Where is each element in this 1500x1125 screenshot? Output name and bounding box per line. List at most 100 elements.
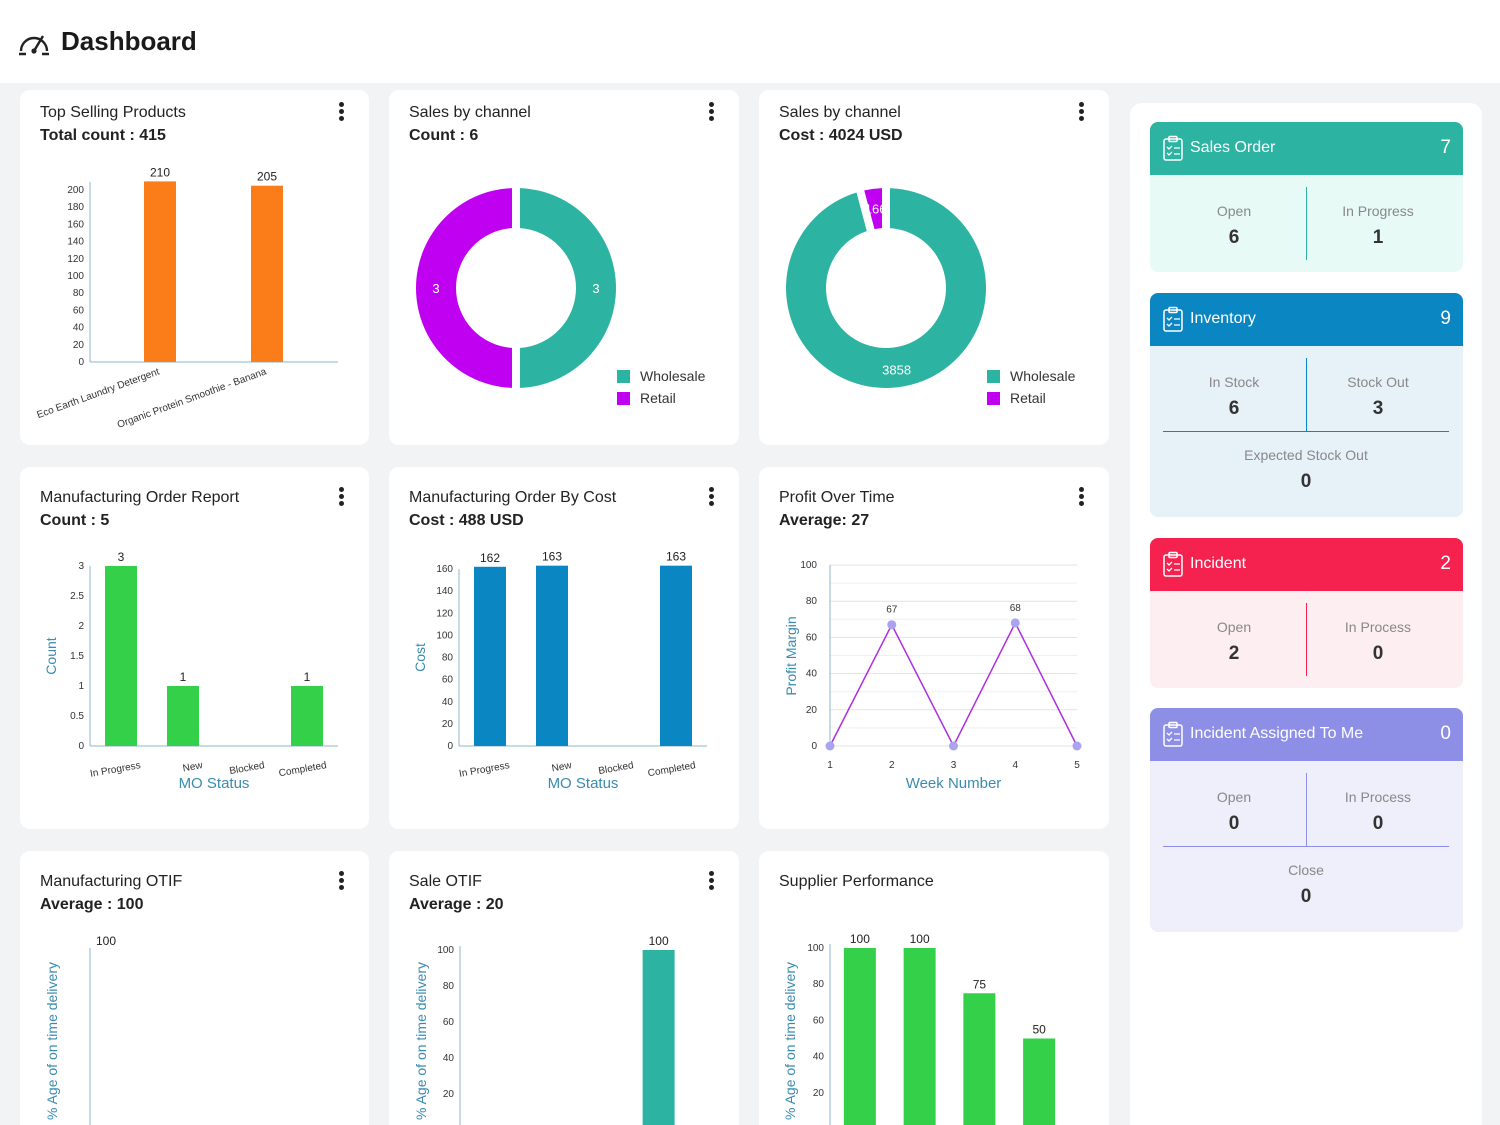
legend-item-wholesale[interactable]: Wholesale [617,365,705,387]
card-title: Sales by channel [409,104,531,121]
stock-out-value: 3 [1372,398,1384,419]
bar [642,950,675,1125]
sale-otif-card: Sale OTIF Average : 20 20 40 60 80 100 100 % A… [389,851,739,1125]
legend-item-wholesale[interactable]: Wholesale [987,365,1075,387]
y-tick-label: 20 [73,340,85,351]
donut-slice-wholesale [519,188,616,388]
inventory-card[interactable]: Inventory 9 In Stock 6 Stock Out 3 Expecte… [1150,293,1463,517]
data-point [1010,618,1020,628]
x-tick-label: In Progress [458,760,510,780]
y-tick-label: 3 [78,561,84,572]
y-tick-label: 60 [443,1017,455,1028]
y-tick-label: 120 [67,254,84,265]
y-axis-title: % Age of on time delivery [782,962,798,1120]
sales-cost-card: Sales by channel Cost : 4024 USD 3858 166… [759,90,1109,445]
bar [1023,1038,1056,1125]
y-tick-label: 80 [73,288,85,299]
stock-out-label: Stock Out [1347,374,1409,390]
more-menu-icon[interactable] [707,871,715,893]
x-tick-label: 5 [1074,760,1080,771]
y-tick-label: 60 [442,675,454,686]
donut-slice-wholesale [786,188,986,389]
more-menu-icon[interactable] [707,487,715,509]
page-header: Dashboard [0,0,1500,83]
card-subtitle: Count : 6 [409,127,479,144]
sales-order-card[interactable]: Sales Order 7 Open 6 In Progress 1 [1150,122,1463,272]
y-tick-label: 200 [67,185,84,196]
y-axis-title: Profit Margin [783,616,799,695]
more-menu-icon[interactable] [337,871,345,893]
card-subtitle: Total count : 415 [40,127,166,144]
legend-item-retail[interactable]: Retail [987,387,1075,409]
clipboard-list-icon [1163,135,1183,161]
data-point [1072,741,1082,751]
data-point [949,741,958,751]
slice-value-label: 3 [432,281,439,296]
more-menu-icon[interactable] [1077,102,1085,124]
y-tick-label: 20 [813,1088,825,1099]
y-tick-label: 100 [437,945,454,956]
point-value-label: 67 [886,605,898,616]
y-tick-label: 40 [813,1052,825,1063]
y-tick-label: 100 [807,943,824,954]
y-tick-label: 80 [806,596,818,607]
profit-chart: 0 20 40 60 80 100 1 67 2 3 68 4 5 Week Number Profit M… [783,560,1082,792]
y-tick-label: 1.5 [70,651,84,662]
bar [963,993,996,1125]
card-subtitle: Cost : 488 USD [409,512,524,529]
y-tick-label: 20 [443,1089,455,1100]
x-tick-label: New [182,760,204,774]
y-axis-title: % Age of on time delivery [44,962,60,1120]
inventory-label: Inventory [1190,310,1256,327]
bar-value-label: 100 [850,932,870,946]
card-subtitle: Average : 100 [40,896,144,913]
y-tick-label: 0 [78,741,84,752]
card-title: Supplier Performance [779,873,934,890]
inventory-count: 9 [1440,308,1451,329]
open-label: Open [1216,203,1252,219]
more-menu-icon[interactable] [337,102,345,124]
more-menu-icon[interactable] [337,487,345,509]
incident-assigned-card[interactable]: Incident Assigned To Me 0 Open 0 In Proce… [1150,708,1463,932]
top-selling-card: Top Selling Products Total count : 415 0… [20,90,369,445]
clipboard-list-icon [1163,551,1183,577]
mo-cost-card: Manufacturing Order By Cost Cost : 488 U… [389,467,739,829]
card-subtitle: Cost : 4024 USD [779,127,903,144]
card-subtitle: Average : 20 [409,896,504,913]
x-tick-label: 1 [827,760,833,771]
legend-item-retail[interactable]: Retail [617,387,705,409]
bar-value-label: 163 [666,550,686,564]
incident-label: Incident [1190,555,1247,572]
y-tick-label: 160 [67,219,84,230]
y-tick-label: 0 [447,741,453,752]
open-label: Open [1216,619,1252,635]
open-value: 0 [1228,813,1240,834]
more-menu-icon[interactable] [1077,487,1085,509]
y-tick-label: 80 [442,653,454,664]
bar [291,686,323,746]
y-tick-label: 100 [800,560,817,571]
incident-count: 2 [1440,553,1451,574]
y-tick-label: 120 [436,608,453,619]
bar [167,686,199,746]
close-label: Close [1288,862,1324,878]
supplier-chart: 20 40 60 80 100 100 100 75 50 % Age of on time de… [782,932,1056,1125]
slice-value-label: 3858 [882,362,911,377]
bar [660,565,692,746]
y-tick-label: 60 [806,632,818,643]
card-title: Sales by channel [779,104,901,121]
y-tick-label: 0.5 [70,711,84,722]
more-menu-icon[interactable] [707,102,715,124]
supplier-card: Supplier Performance 20 40 60 80 100 100 100 75… [759,851,1109,1125]
incident-card[interactable]: Incident 2 Open 2 In Process 0 [1150,538,1463,688]
in-process-label: In Process [1344,619,1412,635]
y-tick-label: 60 [73,305,85,316]
card-title: Sale OTIF [409,873,482,890]
clipboard-list-icon [1163,306,1183,332]
in-stock-value: 6 [1228,398,1240,419]
page-title: Dashboard [61,26,197,56]
y-tick-label: 1 [78,681,84,692]
